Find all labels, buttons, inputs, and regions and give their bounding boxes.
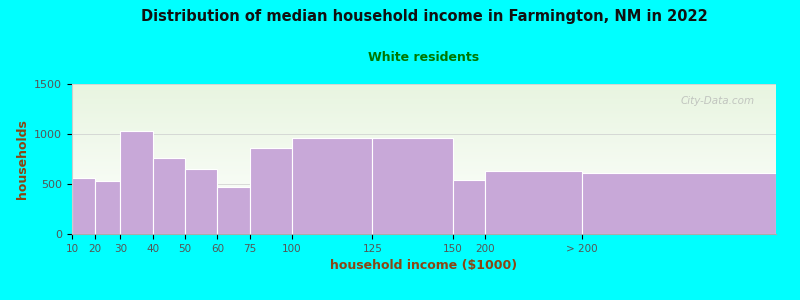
Bar	[453, 180, 486, 234]
Bar	[582, 173, 776, 234]
Y-axis label: households: households	[16, 119, 29, 199]
Bar	[153, 158, 185, 234]
Text: Distribution of median household income in Farmington, NM in 2022: Distribution of median household income …	[141, 9, 707, 24]
Bar	[94, 181, 121, 234]
Bar	[72, 178, 94, 234]
Bar	[372, 138, 453, 234]
Bar	[486, 171, 582, 234]
Bar	[218, 187, 250, 234]
Bar	[250, 148, 291, 234]
Bar	[291, 138, 372, 234]
Text: City-Data.com: City-Data.com	[681, 96, 755, 106]
Bar	[121, 131, 153, 234]
Bar	[185, 169, 218, 234]
Text: White residents: White residents	[369, 51, 479, 64]
X-axis label: household income ($1000): household income ($1000)	[330, 259, 518, 272]
